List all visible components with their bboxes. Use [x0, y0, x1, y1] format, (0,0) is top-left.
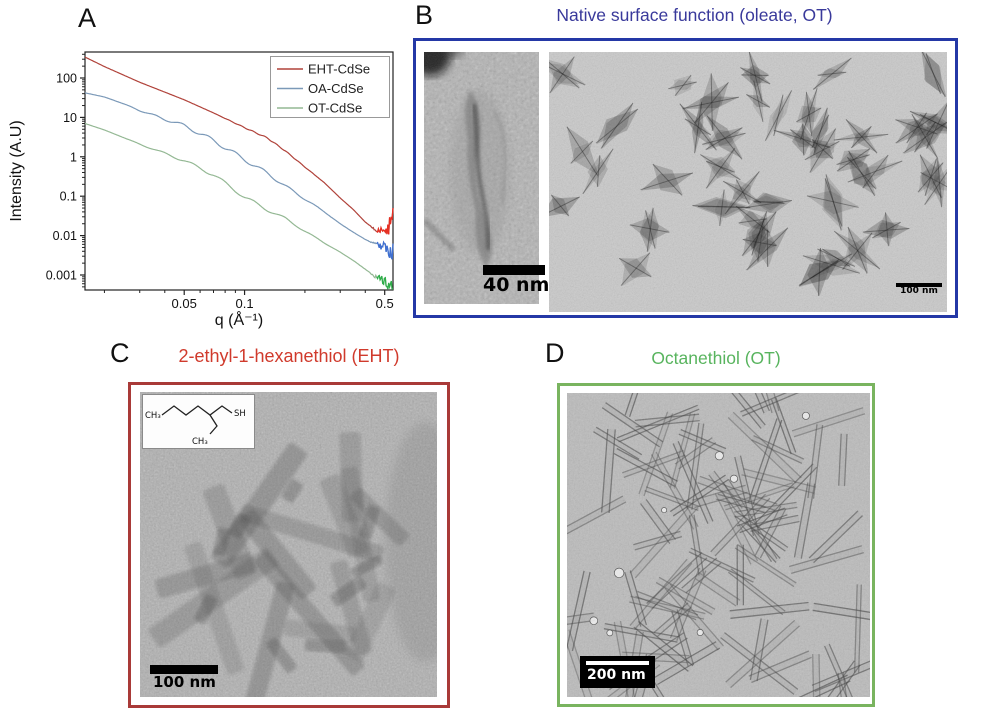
molecule-backbone	[161, 405, 233, 416]
x-axis-title: q (Å⁻¹)	[215, 310, 263, 329]
panel-b-title: Native surface function (oleate, OT)	[556, 5, 833, 25]
molecule-label-ch3-terminal: CH₃	[145, 411, 161, 421]
y-axis-title: Intensity (A.U)	[8, 120, 25, 221]
x-tick-label: 0.5	[376, 296, 394, 311]
panel-c-title: 2-ethyl-1-hexanethiol (EHT)	[178, 346, 400, 366]
panel-c-label: C	[110, 338, 130, 368]
panel-b-label: B	[415, 0, 434, 30]
scale-bar-200nm: 200 nm	[580, 656, 655, 688]
molecule-label-ch3-branch: CH₃	[192, 437, 208, 447]
scale-bar-40nm-line	[483, 265, 545, 275]
scale-bar-200nm-line	[586, 661, 649, 665]
scale-bar-200nm-label: 200 nm	[587, 667, 646, 683]
panel-d-title: Octanethiol (OT)	[651, 348, 781, 368]
y-tick-label: 0.001	[46, 269, 77, 283]
scale-bar-100nm-c-label: 100 nm	[153, 673, 216, 691]
molecule-label-sh: SH	[234, 409, 246, 419]
x-tick-label: 0.05	[172, 296, 197, 311]
x-tick-label: 0.1	[236, 296, 254, 311]
tem-image-ot	[567, 393, 870, 697]
molecule-ethyl-branch	[209, 414, 218, 435]
series-OT-CdSe	[84, 122, 393, 290]
series-OA-CdSe-noisy-tail	[376, 240, 394, 260]
scale-bar-40nm: 40 nm	[483, 265, 549, 296]
legend-entry: OT-CdSe	[308, 101, 362, 116]
y-tick-label: 1	[70, 150, 77, 164]
scale-bar-40nm-label: 40 nm	[483, 274, 550, 296]
y-tick-label: 0.1	[60, 190, 77, 204]
tem-image-oleate-closeup	[424, 52, 539, 304]
series-OA-CdSe	[84, 92, 394, 260]
molecule-structure-2-ethyl-1-hexanethiol: CH₃ CH₃ SH	[145, 405, 246, 447]
panel-a-label: A	[78, 3, 97, 33]
scale-bar-100nm-c: 100 nm	[150, 665, 218, 691]
scale-bar-100nm-b-line	[896, 283, 942, 287]
saxs-plot: 0.05 0.1 0.5 100 10 1 0.1 0.01 0.001 q (Å⁻¹) Inten…	[8, 51, 394, 329]
scale-bar-100nm-b-label: 100 nm	[900, 286, 938, 296]
molecule-inset: CH₃ CH₃ SH	[142, 394, 255, 449]
scale-bar-100nm-b: 100 nm	[896, 283, 942, 296]
y-tick-label: 10	[63, 111, 77, 125]
legend-entry: EHT-CdSe	[308, 62, 370, 77]
y-tick-label: 100	[56, 72, 77, 86]
tem-image-oleate-wide	[549, 52, 947, 312]
panel-d-label: D	[545, 338, 565, 368]
series-OT-CdSe-noisy-tail	[376, 274, 393, 290]
series-EHT-CdSe-noisy-tail	[376, 207, 394, 235]
y-tick-label: 0.01	[53, 229, 77, 243]
legend-entry: OA-CdSe	[308, 81, 364, 96]
scale-bar-100nm-c-line	[150, 665, 218, 674]
series-EHT-CdSe	[84, 56, 394, 235]
